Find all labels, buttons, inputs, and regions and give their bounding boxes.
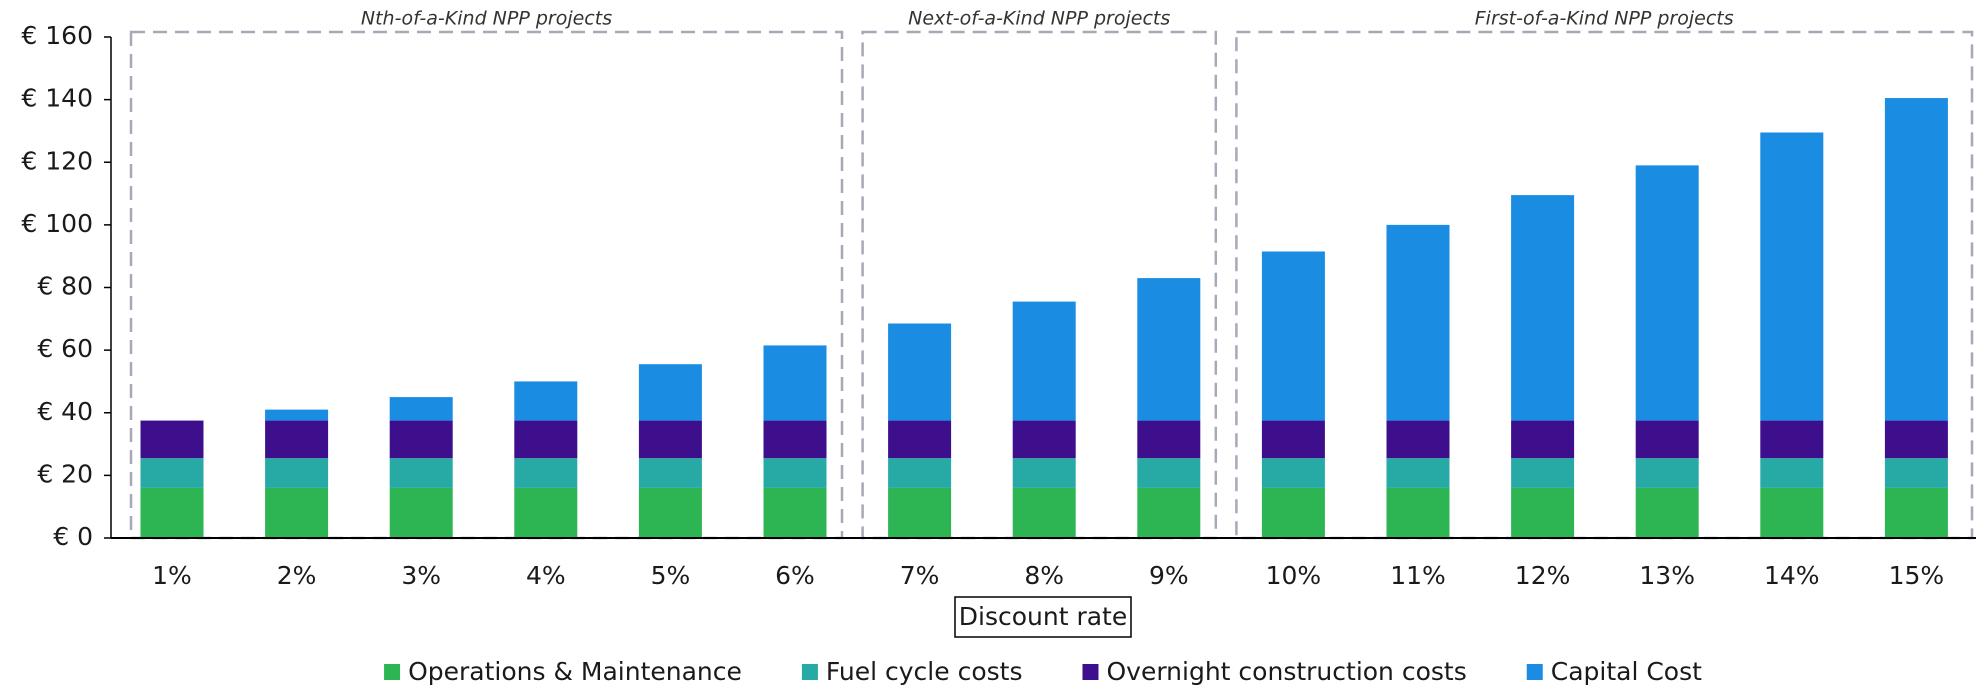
bar-segment bbox=[1511, 487, 1575, 538]
bar-segment bbox=[1012, 301, 1076, 421]
y-tick-label: € 80 bbox=[37, 272, 93, 301]
bar-segment bbox=[1511, 458, 1575, 488]
bar-segment bbox=[389, 458, 453, 488]
bar-segment bbox=[1635, 165, 1699, 421]
y-tick-label: € 120 bbox=[21, 146, 93, 175]
bar-segment bbox=[1760, 458, 1824, 488]
x-tick-label: 5% bbox=[651, 561, 691, 590]
bar-segment bbox=[1635, 458, 1699, 488]
legend-swatch bbox=[801, 664, 818, 680]
legend-label: Capital Cost bbox=[1551, 657, 1702, 686]
x-tick-label: 14% bbox=[1764, 561, 1820, 590]
group-box bbox=[1235, 30, 1974, 540]
legend-label: Operations & Maintenance bbox=[408, 657, 742, 686]
bar-segment bbox=[1012, 458, 1076, 488]
y-tick-label: € 20 bbox=[37, 459, 93, 488]
bar-segment bbox=[1261, 420, 1325, 459]
bar-segment bbox=[514, 458, 578, 488]
bar-segment bbox=[389, 487, 453, 538]
bar-segment bbox=[1137, 458, 1201, 488]
group-label: Nth-of-a-Kind NPP projects bbox=[361, 8, 612, 30]
bar-segment bbox=[514, 381, 578, 421]
bar-segment bbox=[1884, 458, 1948, 488]
legend-label: Fuel cycle costs bbox=[826, 657, 1023, 686]
bar-segment bbox=[140, 487, 204, 538]
bar-segment bbox=[1261, 251, 1325, 421]
bar-segment bbox=[888, 487, 952, 538]
bar-segment bbox=[514, 487, 578, 538]
bar-segment bbox=[763, 420, 827, 459]
bar-segment bbox=[1386, 458, 1450, 488]
bar-segment bbox=[638, 364, 702, 421]
legend-label: Overnight construction costs bbox=[1106, 657, 1466, 686]
bar-segment bbox=[1760, 420, 1824, 459]
x-tick-label: 12% bbox=[1515, 561, 1571, 590]
x-tick-label: 6% bbox=[775, 561, 815, 590]
bar-segment bbox=[1012, 487, 1076, 538]
y-tick-label: € 60 bbox=[37, 334, 93, 363]
group-box bbox=[129, 30, 844, 540]
bar-segment bbox=[265, 409, 329, 421]
bar-segment bbox=[140, 458, 204, 488]
legend-swatch bbox=[1082, 664, 1099, 680]
x-tick-label: 2% bbox=[277, 561, 317, 590]
bar-segment bbox=[265, 458, 329, 488]
bar-segment bbox=[763, 458, 827, 488]
bar-segment bbox=[888, 420, 952, 459]
x-axis-label: Discount rate bbox=[959, 602, 1127, 631]
bar-segment bbox=[514, 420, 578, 459]
bar-segment bbox=[638, 420, 702, 459]
x-tick-label: 7% bbox=[900, 561, 940, 590]
bar-segment bbox=[1386, 420, 1450, 459]
bar-segment bbox=[389, 397, 453, 421]
bar-segment bbox=[638, 487, 702, 538]
bar-segment bbox=[140, 420, 204, 459]
bar-segment bbox=[1386, 487, 1450, 538]
bar-segment bbox=[265, 420, 329, 459]
bar-segment bbox=[638, 458, 702, 488]
bar-segment bbox=[1261, 487, 1325, 538]
bar-segment bbox=[1635, 420, 1699, 459]
bar-segment bbox=[763, 487, 827, 538]
bar-segment bbox=[1137, 278, 1201, 421]
bar-segment bbox=[1137, 487, 1201, 538]
y-tick-label: € 160 bbox=[21, 21, 93, 50]
bar-segment bbox=[1511, 420, 1575, 459]
bar-segment bbox=[1884, 98, 1948, 421]
bar-segment bbox=[1884, 487, 1948, 538]
x-tick-label: 9% bbox=[1149, 561, 1189, 590]
bar-segment bbox=[265, 487, 329, 538]
y-tick-label: € 40 bbox=[37, 397, 93, 426]
y-tick-label: € 100 bbox=[21, 209, 93, 238]
x-tick-label: 15% bbox=[1889, 561, 1945, 590]
x-tick-label: 1% bbox=[152, 561, 192, 590]
x-tick-label: 4% bbox=[526, 561, 566, 590]
bar-segment bbox=[1261, 458, 1325, 488]
group-label: Next-of-a-Kind NPP projects bbox=[908, 8, 1170, 30]
x-tick-label: 8% bbox=[1024, 561, 1064, 590]
group-label: First-of-a-Kind NPP projects bbox=[1475, 8, 1734, 30]
bar-segment bbox=[1884, 420, 1948, 459]
bar-segment bbox=[1760, 132, 1824, 421]
bar-segment bbox=[1386, 224, 1450, 421]
bar-segment bbox=[763, 345, 827, 421]
x-tick-label: 11% bbox=[1390, 561, 1446, 590]
bar-segment bbox=[1511, 195, 1575, 421]
bar-segment bbox=[1635, 487, 1699, 538]
legend-swatch bbox=[1526, 664, 1543, 680]
bar-segment bbox=[888, 323, 952, 421]
bar-segment bbox=[1012, 420, 1076, 459]
bar-segment bbox=[1137, 420, 1201, 459]
x-tick-label: 10% bbox=[1266, 561, 1322, 590]
legend-swatch bbox=[384, 664, 401, 680]
bar-segment bbox=[888, 458, 952, 488]
bar-segment bbox=[1760, 487, 1824, 538]
bar-segment bbox=[389, 420, 453, 459]
x-tick-label: 3% bbox=[401, 561, 441, 590]
x-label-box bbox=[954, 596, 1132, 638]
y-tick-label: € 0 bbox=[53, 522, 93, 551]
x-tick-label: 13% bbox=[1639, 561, 1695, 590]
y-tick-label: € 140 bbox=[21, 84, 93, 113]
